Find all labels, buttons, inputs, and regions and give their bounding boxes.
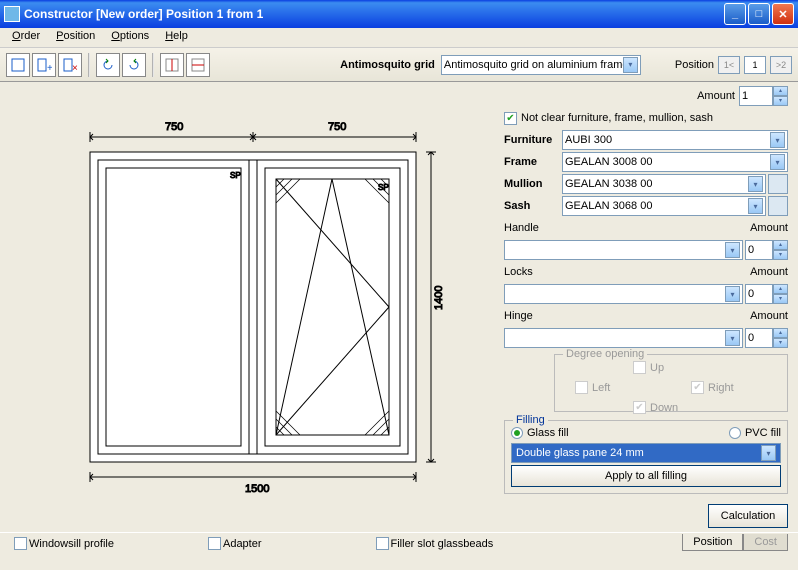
tool-delete-icon[interactable]: ×: [58, 53, 82, 77]
toolbar-separator: [152, 53, 154, 77]
svg-text:1400: 1400: [433, 286, 445, 310]
notclear-label: Not clear furniture, frame, mullion, sas…: [521, 112, 713, 124]
pvc-fill-radio[interactable]: [729, 427, 741, 439]
tab-position[interactable]: Position: [682, 534, 743, 551]
filling-legend: Filling: [513, 414, 548, 426]
adapter-checkbox[interactable]: [208, 537, 221, 550]
hinge-amount[interactable]: 0: [745, 328, 773, 348]
toolbar-separator: [88, 53, 90, 77]
handle-combo[interactable]: ▾: [504, 240, 743, 260]
bottom-bar: Windowsill profile Adapter Filler slot g…: [0, 532, 798, 554]
toolbar: + × Antimosquito grid Antimosquito grid …: [0, 48, 798, 82]
statusbar: [0, 554, 798, 570]
mullion-label: Mullion: [504, 178, 562, 190]
furniture-label: Furniture: [504, 134, 562, 146]
hinge-spinner[interactable]: ▴▾: [773, 328, 788, 348]
handle-amount[interactable]: 0: [745, 240, 773, 260]
window-drawing: 750 750 1400 1500: [0, 82, 500, 532]
dropdown-icon[interactable]: ▾: [623, 57, 638, 73]
sash-label: Sash: [504, 200, 562, 212]
degree-group: Degree opening Up Left ✔Right ✔Down: [554, 354, 788, 412]
degree-down-checkbox[interactable]: ✔: [633, 401, 646, 414]
menu-position[interactable]: Position: [48, 28, 103, 47]
locks-label: Locks: [504, 266, 750, 278]
svg-text:SP: SP: [230, 171, 241, 180]
amount-spinner[interactable]: ▴▾: [773, 86, 788, 106]
menubar: Order Position Options Help: [0, 28, 798, 48]
window-title: Constructor [New order] Position 1 from …: [24, 7, 722, 21]
svg-text:×: ×: [72, 63, 78, 73]
degree-legend: Degree opening: [563, 348, 647, 360]
windowsill-checkbox[interactable]: [14, 537, 27, 550]
antimosquito-combo[interactable]: Antimosquito grid on aluminium frame ▾: [441, 55, 641, 75]
tool-rotate-right-icon[interactable]: [122, 53, 146, 77]
tool-rotate-left-icon[interactable]: [96, 53, 120, 77]
menu-order[interactable]: Order: [4, 28, 48, 47]
position-label: Position: [675, 59, 714, 71]
properties-panel: Amount 1 ▴▾ ✔ Not clear furniture, frame…: [500, 82, 798, 532]
drawing-canvas: 750 750 1400 1500: [0, 82, 500, 532]
maximize-button[interactable]: □: [748, 3, 770, 25]
menu-help[interactable]: Help: [157, 28, 196, 47]
filling-combo[interactable]: Double glass pane 24 mm▾: [511, 443, 781, 463]
furniture-combo[interactable]: AUBI 300▾: [562, 130, 788, 150]
amount-label: Amount: [697, 90, 735, 102]
minimize-button[interactable]: _: [724, 3, 746, 25]
filler-checkbox[interactable]: [376, 537, 389, 550]
antimosquito-value: Antimosquito grid on aluminium frame: [444, 59, 623, 71]
handle-spinner[interactable]: ▴▾: [773, 240, 788, 260]
tool-split-v-icon[interactable]: [160, 53, 184, 77]
degree-left-checkbox[interactable]: [575, 381, 588, 394]
apply-button[interactable]: Apply to all filling: [511, 465, 781, 487]
hinge-label: Hinge: [504, 310, 750, 322]
handle-label: Handle: [504, 222, 750, 234]
tool-split-h-icon[interactable]: [186, 53, 210, 77]
svg-text:1500: 1500: [245, 483, 269, 495]
hinge-combo[interactable]: ▾: [504, 328, 743, 348]
nav-next-button[interactable]: >2: [770, 56, 792, 74]
locks-spinner[interactable]: ▴▾: [773, 284, 788, 304]
app-icon: [4, 6, 20, 22]
degree-right-checkbox[interactable]: ✔: [691, 381, 704, 394]
mullion-combo[interactable]: GEALAN 3038 00▾: [562, 174, 766, 194]
calculation-button[interactable]: Calculation: [708, 504, 788, 528]
mullion-color-button[interactable]: [768, 174, 788, 194]
svg-text:+: +: [47, 63, 52, 73]
sash-combo[interactable]: GEALAN 3068 00▾: [562, 196, 766, 216]
titlebar: Constructor [New order] Position 1 from …: [0, 0, 798, 28]
frame-combo[interactable]: GEALAN 3008 00▾: [562, 152, 788, 172]
tab-cost[interactable]: Cost: [743, 534, 788, 551]
svg-text:750: 750: [165, 121, 183, 133]
notclear-checkbox[interactable]: ✔: [504, 112, 517, 125]
close-button[interactable]: ✕: [772, 3, 794, 25]
tool-add-icon[interactable]: +: [32, 53, 56, 77]
degree-up-checkbox[interactable]: [633, 361, 646, 374]
amount-field[interactable]: 1: [739, 86, 773, 106]
locks-amount[interactable]: 0: [745, 284, 773, 304]
filling-group: Filling Glass fill PVC fill Double glass…: [504, 420, 788, 494]
nav-current: 1: [744, 56, 766, 74]
locks-combo[interactable]: ▾: [504, 284, 743, 304]
menu-options[interactable]: Options: [103, 28, 157, 47]
nav-prev-button[interactable]: 1<: [718, 56, 740, 74]
svg-text:750: 750: [328, 121, 346, 133]
frame-label: Frame: [504, 156, 562, 168]
glass-fill-radio[interactable]: [511, 427, 523, 439]
svg-text:SP: SP: [378, 183, 389, 192]
antimosquito-label: Antimosquito grid: [340, 59, 435, 71]
sash-color-button[interactable]: [768, 196, 788, 216]
tool-window-icon[interactable]: [6, 53, 30, 77]
